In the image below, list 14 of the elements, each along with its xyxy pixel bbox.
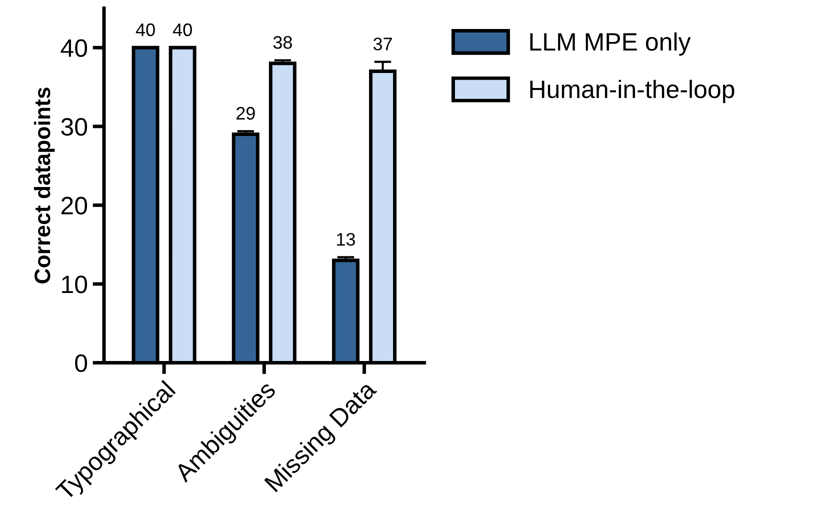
data-label: 29 xyxy=(236,106,255,120)
y-tick-label: 0 xyxy=(75,354,88,372)
y-axis-title: Correct datapoints xyxy=(34,88,55,284)
legend-label: Human-in-the-loop xyxy=(530,80,734,104)
data-label: 37 xyxy=(373,38,392,50)
y-tick-label: 10 xyxy=(62,276,88,294)
y-tick-label: 40 xyxy=(60,39,88,57)
legend-label: LLM MPE only xyxy=(530,32,691,56)
data-label: 38 xyxy=(273,36,292,49)
data-label: 13 xyxy=(337,232,355,246)
data-label: 40 xyxy=(136,23,155,36)
y-tick-label: 30 xyxy=(61,118,88,136)
y-tick-label: 20 xyxy=(61,196,88,214)
data-label: 40 xyxy=(172,23,192,36)
